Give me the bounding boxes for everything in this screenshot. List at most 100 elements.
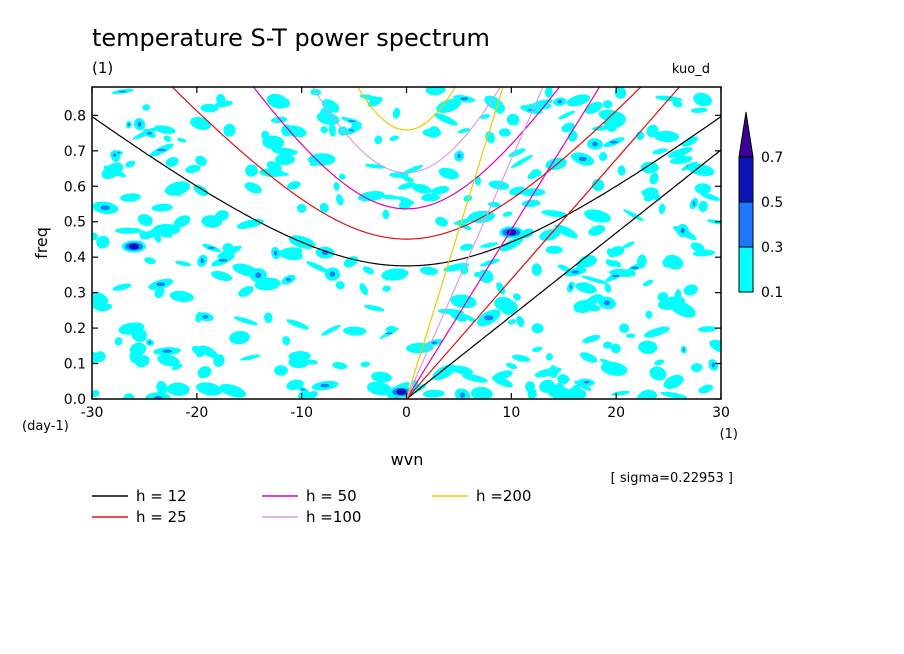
contour-blob xyxy=(645,310,653,319)
contour-blob xyxy=(120,192,141,202)
contour-blob xyxy=(531,323,544,334)
contour-blob xyxy=(458,154,461,158)
curve-legend: h = 12h = 25h = 50h =100h =200 xyxy=(92,487,531,526)
contour-blob xyxy=(460,393,466,398)
spectrum-chart: temperature S-T power spectrum (1) kuo_d… xyxy=(0,0,904,654)
contour-blob xyxy=(286,278,291,281)
contour-blob xyxy=(136,212,154,228)
contour-blob xyxy=(123,393,134,403)
contour-blob xyxy=(229,330,251,345)
contour-blob xyxy=(699,191,720,203)
contour-blob xyxy=(430,361,458,383)
y-tick-label: 0.6 xyxy=(64,179,86,195)
contour-blob xyxy=(499,128,511,137)
y-tick-label: 0.7 xyxy=(64,144,86,160)
sigma-note: [ sigma=0.22953 ] xyxy=(611,471,733,486)
contour-blob xyxy=(604,258,617,268)
kelvin-curve-h12 xyxy=(407,150,722,399)
contour-blob xyxy=(255,272,261,278)
contour-blob xyxy=(642,278,654,287)
contour-blob xyxy=(507,318,516,325)
contour-blob xyxy=(177,137,187,143)
contour-blob xyxy=(636,388,659,406)
contour-blob xyxy=(572,271,580,274)
colorbar-arrow xyxy=(739,112,753,157)
contour-blob xyxy=(480,113,491,120)
contour-blob xyxy=(156,283,165,287)
contour-blob xyxy=(570,285,572,290)
x-tick-label: -10 xyxy=(290,405,313,421)
contour-blob xyxy=(603,100,613,108)
contour-blob xyxy=(319,125,329,135)
contour-blob xyxy=(101,205,110,210)
contour-blob xyxy=(243,180,264,196)
chart-title: temperature S-T power spectrum xyxy=(92,24,490,52)
y-tick-label: 0.8 xyxy=(64,108,86,124)
contour-blob xyxy=(578,350,598,365)
contour-blob xyxy=(342,254,360,270)
contour-blob xyxy=(546,246,563,254)
contour-blob xyxy=(142,104,150,111)
contour-blob xyxy=(348,120,356,122)
contour-blob xyxy=(112,282,132,292)
contour-blob xyxy=(153,124,176,136)
contour-blob xyxy=(695,183,712,194)
contour-blob xyxy=(648,171,660,185)
colorbar-label: 0.7 xyxy=(761,150,783,166)
contour-blob xyxy=(151,203,173,212)
contour-blob xyxy=(597,151,609,163)
y-tick-label: 0.1 xyxy=(64,357,86,373)
y-tick-label: 0.5 xyxy=(64,215,86,231)
colorbar: 0.70.50.30.1 xyxy=(739,112,783,301)
contour-blob xyxy=(167,382,190,396)
contour-blob xyxy=(631,267,639,269)
contour-blob xyxy=(604,283,613,294)
contour-blob xyxy=(604,300,610,305)
contour-blob xyxy=(618,322,630,334)
contour-blob xyxy=(236,284,255,299)
contour-blob xyxy=(358,282,370,296)
contour-blob xyxy=(643,324,671,339)
contour-blob xyxy=(124,159,136,169)
contour-blob xyxy=(419,266,438,277)
contour-blob xyxy=(389,135,400,142)
contour-blob xyxy=(138,122,142,127)
contour-blob xyxy=(144,256,157,265)
contour-blob xyxy=(692,91,714,108)
contour-blob xyxy=(712,363,715,368)
contour-blob xyxy=(163,134,173,143)
contour-blob xyxy=(274,365,288,376)
contour-blob xyxy=(511,353,530,363)
contour-blob xyxy=(274,251,277,256)
x-tick-label: 30 xyxy=(712,405,730,421)
contour-blob xyxy=(494,281,507,296)
legend-label: h =200 xyxy=(476,487,531,505)
contour-blob xyxy=(330,271,335,276)
contour-blob xyxy=(697,200,709,213)
contour-blob xyxy=(339,174,346,180)
contour-blob xyxy=(584,381,590,384)
contour-blob xyxy=(680,135,699,149)
contour-blob xyxy=(512,292,522,302)
contour-blob xyxy=(208,247,215,249)
contour-blob xyxy=(515,315,526,328)
y-tick-label: 0.3 xyxy=(64,286,86,302)
contour-blob xyxy=(318,201,331,214)
contour-blob xyxy=(210,269,233,283)
legend-label: h = 50 xyxy=(306,487,357,505)
contour-blob xyxy=(343,326,367,336)
contour-blob xyxy=(638,340,658,354)
y-axis-label: freq xyxy=(32,227,51,259)
contour-blob xyxy=(374,135,383,145)
contour-blob xyxy=(162,350,172,353)
colorbar-label: 0.3 xyxy=(761,240,783,256)
colorbar-segment xyxy=(739,202,753,247)
contour-blob xyxy=(581,333,601,345)
contour-blob xyxy=(612,275,620,277)
contour-blob xyxy=(385,333,393,335)
contour-blob xyxy=(531,263,542,276)
contour-blob xyxy=(300,389,305,391)
legend-label: h =100 xyxy=(306,508,361,526)
y-tick-label: 0.4 xyxy=(64,250,86,266)
contour-blob xyxy=(117,152,120,154)
